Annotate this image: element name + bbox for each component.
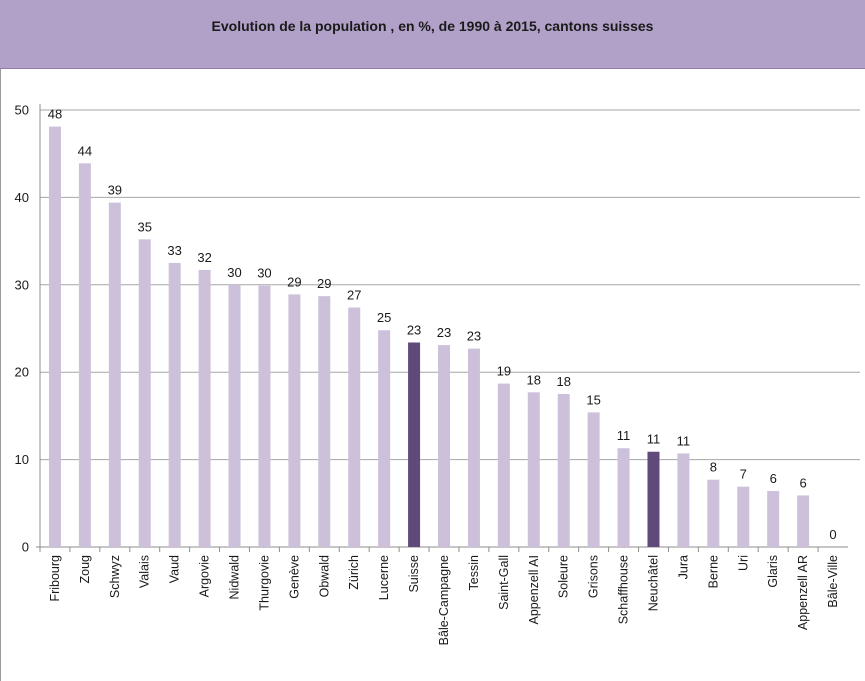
data-label-appenzell-ar: 6 bbox=[799, 475, 806, 490]
category-label-appenzell-ai: Appenzell AI bbox=[527, 555, 541, 625]
bar-tessin bbox=[467, 348, 480, 547]
data-label-gen-ve: 29 bbox=[287, 274, 301, 289]
bar-fribourg bbox=[48, 126, 61, 547]
data-label-b-le-ville: 0 bbox=[829, 527, 836, 542]
category-label-thurgovie: Thurgovie bbox=[257, 555, 271, 611]
category-label-neuch-tel: Neuchâtel bbox=[646, 555, 660, 611]
category-label-glaris: Glaris bbox=[766, 555, 780, 588]
title-band: Evolution de la population , en %, de 19… bbox=[0, 0, 865, 69]
data-label-thurgovie: 30 bbox=[257, 266, 271, 281]
bar-saint-gall bbox=[497, 383, 510, 547]
category-label-zoug: Zoug bbox=[78, 555, 92, 584]
category-labels: Fribourg Zoug Schwyz Valais Vaud Argovie Nidwa… bbox=[48, 555, 840, 645]
bar-schwyz bbox=[108, 202, 121, 548]
data-label-jura: 11 bbox=[677, 433, 691, 448]
bar-valais bbox=[138, 239, 151, 548]
bar-schaffhouse bbox=[617, 448, 630, 547]
data-label-z-rich: 27 bbox=[347, 288, 361, 303]
data-labels: 48 44 39 35 33 32 30 30 29 29 27 25 23 23 23 19 18 18 15 11… bbox=[48, 107, 837, 542]
data-label-lucerne: 25 bbox=[377, 310, 391, 325]
bar-jura bbox=[677, 453, 690, 547]
category-label-lucerne: Lucerne bbox=[377, 555, 391, 600]
bar-vaud bbox=[168, 262, 181, 547]
bar-nidwald bbox=[228, 284, 241, 547]
data-label-nidwald: 30 bbox=[227, 265, 241, 280]
category-label-b-le-ville: Bâle-Ville bbox=[826, 555, 840, 608]
data-label-soleure: 18 bbox=[556, 374, 570, 389]
category-label-obwald: Obwald bbox=[317, 555, 331, 597]
category-label-z-rich: Zürich bbox=[347, 555, 361, 590]
category-label-fribourg: Fribourg bbox=[48, 555, 62, 602]
category-label-tessin: Tessin bbox=[467, 555, 481, 590]
data-label-zoug: 44 bbox=[78, 143, 92, 158]
category-label-schaffhouse: Schaffhouse bbox=[617, 555, 631, 624]
data-label-suisse: 23 bbox=[407, 322, 421, 337]
y-tick-label: 0 bbox=[22, 540, 29, 555]
y-tick-label: 10 bbox=[15, 452, 29, 467]
y-tick-label: 20 bbox=[15, 365, 29, 380]
data-label-saint-gall: 19 bbox=[497, 364, 511, 379]
bar-neuch-tel bbox=[647, 451, 660, 547]
category-label-nidwald: Nidwald bbox=[228, 555, 242, 600]
data-label-fribourg: 48 bbox=[48, 107, 62, 122]
category-label-soleure: Soleure bbox=[557, 555, 571, 598]
category-label-argovie: Argovie bbox=[198, 555, 212, 597]
data-label-schaffhouse: 11 bbox=[617, 428, 631, 443]
bar-suisse bbox=[408, 342, 421, 547]
y-tick-label: 40 bbox=[15, 190, 29, 205]
data-label-berne: 8 bbox=[710, 460, 717, 475]
data-label-b-le-campagne: 23 bbox=[437, 325, 451, 340]
data-label-neuch-tel: 11 bbox=[647, 432, 661, 447]
y-tick-label: 50 bbox=[15, 103, 29, 118]
category-label-uri: Uri bbox=[736, 555, 750, 571]
bar-lucerne bbox=[378, 330, 391, 547]
data-label-grisons: 15 bbox=[586, 392, 600, 407]
data-label-appenzell-ai: 18 bbox=[527, 372, 541, 387]
bar-gen-ve bbox=[288, 294, 301, 547]
category-label-saint-gall: Saint-Gall bbox=[497, 555, 511, 610]
bar-berne bbox=[707, 479, 720, 547]
data-label-glaris: 6 bbox=[770, 471, 777, 486]
data-label-vaud: 33 bbox=[167, 243, 181, 258]
data-label-valais: 35 bbox=[138, 219, 152, 234]
bar-b-le-campagne bbox=[438, 345, 450, 547]
y-tick-label: 30 bbox=[15, 277, 29, 292]
bar-appenzell-ai bbox=[527, 392, 540, 547]
bar-appenzell-ar bbox=[797, 495, 810, 547]
data-label-argovie: 32 bbox=[197, 250, 211, 265]
category-label-gen-ve: Genève bbox=[287, 555, 301, 599]
data-label-schwyz: 39 bbox=[108, 183, 122, 198]
data-label-obwald: 29 bbox=[317, 276, 331, 291]
bar-grisons bbox=[587, 412, 600, 547]
category-label-schwyz: Schwyz bbox=[108, 555, 122, 598]
category-label-b-le-campagne: Bâle-Campagne bbox=[437, 555, 451, 645]
data-label-tessin: 23 bbox=[467, 329, 481, 344]
bar-glaris bbox=[767, 491, 780, 547]
bar-thurgovie bbox=[258, 285, 271, 547]
category-label-appenzell-ar: Appenzell AR bbox=[796, 555, 810, 630]
bars bbox=[48, 126, 810, 548]
bar-obwald bbox=[318, 296, 331, 547]
bar-argovie bbox=[198, 269, 211, 547]
bar-zoug bbox=[78, 163, 91, 547]
category-label-berne: Berne bbox=[706, 555, 720, 588]
category-label-grisons: Grisons bbox=[587, 555, 601, 598]
bar-uri bbox=[737, 486, 750, 547]
chart-title: Evolution de la population , en %, de 19… bbox=[211, 18, 654, 34]
category-label-vaud: Vaud bbox=[168, 555, 182, 583]
data-label-uri: 7 bbox=[740, 467, 747, 482]
category-label-suisse: Suisse bbox=[407, 555, 421, 593]
category-label-valais: Valais bbox=[138, 555, 152, 588]
category-label-jura: Jura bbox=[676, 555, 690, 579]
bar-soleure bbox=[557, 394, 570, 547]
bar-z-rich bbox=[348, 307, 361, 547]
